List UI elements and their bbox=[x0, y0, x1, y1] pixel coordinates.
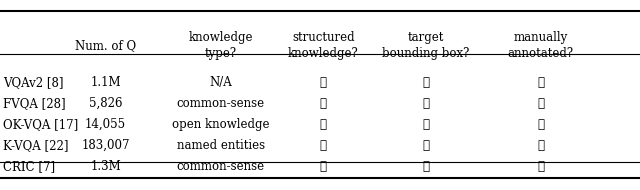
Text: common-sense: common-sense bbox=[177, 97, 265, 110]
Text: common-sense: common-sense bbox=[177, 160, 265, 173]
Text: OK-VQA [17]: OK-VQA [17] bbox=[3, 118, 79, 131]
Text: N/A: N/A bbox=[209, 76, 232, 89]
Text: FVQA [28]: FVQA [28] bbox=[3, 97, 66, 110]
Text: ✓: ✓ bbox=[538, 97, 544, 110]
Text: ✓: ✓ bbox=[320, 160, 326, 173]
Text: 1.3M: 1.3M bbox=[90, 160, 121, 173]
Text: 183,007: 183,007 bbox=[81, 139, 130, 152]
Text: knowledge
type?: knowledge type? bbox=[189, 31, 253, 60]
Text: VQAv2 [8]: VQAv2 [8] bbox=[3, 76, 64, 89]
Text: ✗: ✗ bbox=[422, 139, 429, 152]
Text: target
bounding box?: target bounding box? bbox=[382, 31, 469, 60]
Text: Num. of Q: Num. of Q bbox=[75, 39, 136, 52]
Text: open knowledge: open knowledge bbox=[172, 118, 269, 131]
Text: structured
knowledge?: structured knowledge? bbox=[288, 31, 358, 60]
Text: ✓: ✓ bbox=[422, 160, 429, 173]
Text: K-VQA [22]: K-VQA [22] bbox=[3, 139, 68, 152]
Text: ✗: ✗ bbox=[320, 76, 326, 89]
Text: CRIC [7]: CRIC [7] bbox=[3, 160, 55, 173]
Text: ✓: ✓ bbox=[538, 118, 544, 131]
Text: ✓: ✓ bbox=[538, 76, 544, 89]
Text: ✗: ✗ bbox=[422, 76, 429, 89]
Text: 14,055: 14,055 bbox=[85, 118, 126, 131]
Text: 5,826: 5,826 bbox=[89, 97, 122, 110]
Text: ✗: ✗ bbox=[320, 118, 326, 131]
Text: ✓: ✓ bbox=[320, 97, 326, 110]
Text: ✗: ✗ bbox=[538, 160, 544, 173]
Text: ✗: ✗ bbox=[538, 139, 544, 152]
Text: ✓: ✓ bbox=[320, 139, 326, 152]
Text: ✗: ✗ bbox=[422, 118, 429, 131]
Text: named entities: named entities bbox=[177, 139, 265, 152]
Text: manually
annotated?: manually annotated? bbox=[508, 31, 574, 60]
Text: ✗: ✗ bbox=[422, 97, 429, 110]
Text: 1.1M: 1.1M bbox=[90, 76, 121, 89]
